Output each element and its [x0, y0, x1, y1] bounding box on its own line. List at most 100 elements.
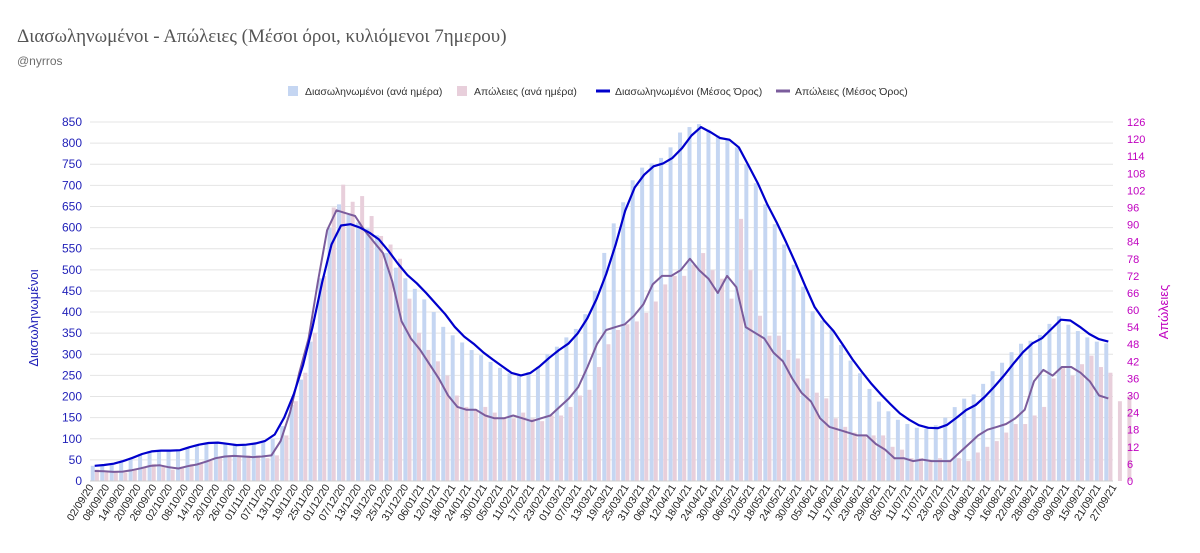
y-right-tick-label: 60: [1127, 305, 1139, 317]
intubated-bar: [858, 373, 862, 481]
bar-series: [90, 124, 1132, 482]
deaths-bar: [284, 435, 289, 481]
legend-label: Απώλειες (ανά ημέρα): [474, 86, 577, 98]
y-right-tick-label: 0: [1127, 476, 1133, 488]
intubated-bar: [696, 124, 701, 482]
intubated-bar: [251, 443, 256, 481]
intubated-bar: [213, 442, 218, 481]
intubated-bar: [441, 326, 446, 481]
intubated-bar: [299, 379, 304, 481]
deaths-bar: [748, 270, 753, 481]
intubated-average-line: [94, 125, 1109, 467]
y-left-tick-label: 250: [62, 368, 82, 382]
deaths-bar: [180, 466, 185, 481]
intubated-bar: [564, 337, 569, 481]
deaths-bar: [1023, 424, 1028, 481]
deaths-bar: [360, 196, 365, 482]
intubated-bar: [1028, 340, 1033, 481]
intubated-bar: [668, 147, 673, 481]
intubated-bar: [933, 425, 938, 481]
deaths-bar: [369, 216, 374, 481]
intubated-bar: [1000, 362, 1005, 481]
deaths-bar: [521, 412, 526, 481]
intubated-bar: [1037, 334, 1042, 481]
intubated-bar: [469, 350, 474, 481]
deaths-bar: [947, 461, 952, 481]
y-left-tick-label: 0: [75, 474, 82, 488]
deaths-bar: [862, 435, 867, 481]
legend[interactable]: Διασωληνωμένοι (ανά ημέρα) Απώλειες (ανά …: [288, 86, 908, 98]
deaths-bar: [710, 270, 715, 481]
deaths-bar: [94, 469, 99, 481]
legend-item[interactable]: Απώλειες (Μέσος Όρος): [776, 86, 908, 98]
deaths-bar: [1042, 406, 1047, 481]
intubated-bar: [952, 407, 957, 481]
deaths-bar: [890, 446, 895, 481]
legend-item[interactable]: Διασωληνωμένοι (ανά ημέρα): [288, 86, 442, 98]
deaths-bar: [293, 401, 298, 481]
intubated-bar: [100, 464, 105, 481]
deaths-bar: [644, 312, 649, 481]
deaths-bar: [852, 432, 857, 481]
intubated-bar: [971, 394, 976, 481]
legend-item[interactable]: Διασωληνωμένοι (Μέσος Όρος): [596, 86, 762, 98]
deaths-bar: [776, 335, 781, 481]
intubated-bar: [507, 373, 512, 481]
intubated-bar: [848, 360, 853, 481]
intubated-bar: [573, 328, 578, 481]
deaths-bar: [1089, 355, 1094, 481]
deaths-bar: [900, 449, 905, 481]
deaths-bar: [909, 458, 914, 481]
deaths-bar: [975, 452, 980, 481]
y-left-tick-label: 300: [62, 347, 82, 361]
intubated-bar: [318, 278, 323, 481]
y-right-tick-label: 114: [1127, 151, 1145, 163]
deaths-bar: [805, 378, 810, 481]
intubated-bar: [876, 401, 881, 481]
deaths-bar: [530, 418, 535, 481]
deaths-bar: [824, 398, 829, 481]
intubated-bar: [1104, 343, 1109, 481]
deaths-bar: [937, 458, 942, 481]
intubated-bar: [734, 147, 739, 481]
deaths-bar: [1098, 367, 1103, 481]
deaths-bar: [1051, 378, 1056, 481]
intubated-bar: [763, 204, 768, 481]
intubated-bar: [280, 426, 285, 481]
deaths-bar: [502, 418, 507, 481]
deaths-bar: [739, 218, 744, 481]
y-left-tick-label: 450: [62, 284, 82, 298]
intubated-bar: [460, 342, 465, 481]
y-left-tick-label: 150: [62, 411, 82, 425]
deaths-bar: [416, 332, 421, 481]
intubated-bar: [1066, 324, 1071, 481]
intubated-bar: [592, 290, 597, 481]
intubated-bar: [242, 445, 247, 481]
intubated-bar: [810, 311, 815, 481]
deaths-bar: [189, 463, 194, 481]
left-axis: 0 50 100 150 200 250 300 350 400 450 500 550 600 650 7…: [62, 115, 82, 488]
deaths-bar: [388, 244, 393, 481]
deaths-bar: [435, 361, 440, 481]
deaths-bar: [142, 466, 147, 481]
deaths-bar: [653, 301, 658, 481]
deaths-bar: [625, 324, 630, 481]
y-right-tick-label: 126: [1127, 117, 1145, 129]
deaths-bar: [549, 415, 554, 481]
deaths-bar: [994, 441, 999, 481]
intubated-bar: [990, 371, 995, 481]
intubated-bar: [270, 438, 275, 481]
deaths-bar: [1004, 432, 1009, 481]
intubated-bar: [479, 355, 484, 481]
legend-swatch: [288, 86, 298, 96]
y-right-tick-label: 78: [1127, 254, 1139, 266]
intubated-bar: [337, 204, 342, 481]
y-right-tick-label: 90: [1127, 220, 1139, 232]
deaths-bar: [757, 315, 762, 481]
deaths-bar: [483, 406, 488, 481]
intubated-bar: [962, 398, 967, 481]
intubated-bar: [820, 320, 825, 481]
legend-item[interactable]: Απώλειες (ανά ημέρα): [457, 86, 577, 98]
deaths-bar: [237, 455, 241, 481]
intubated-bar: [355, 222, 360, 481]
